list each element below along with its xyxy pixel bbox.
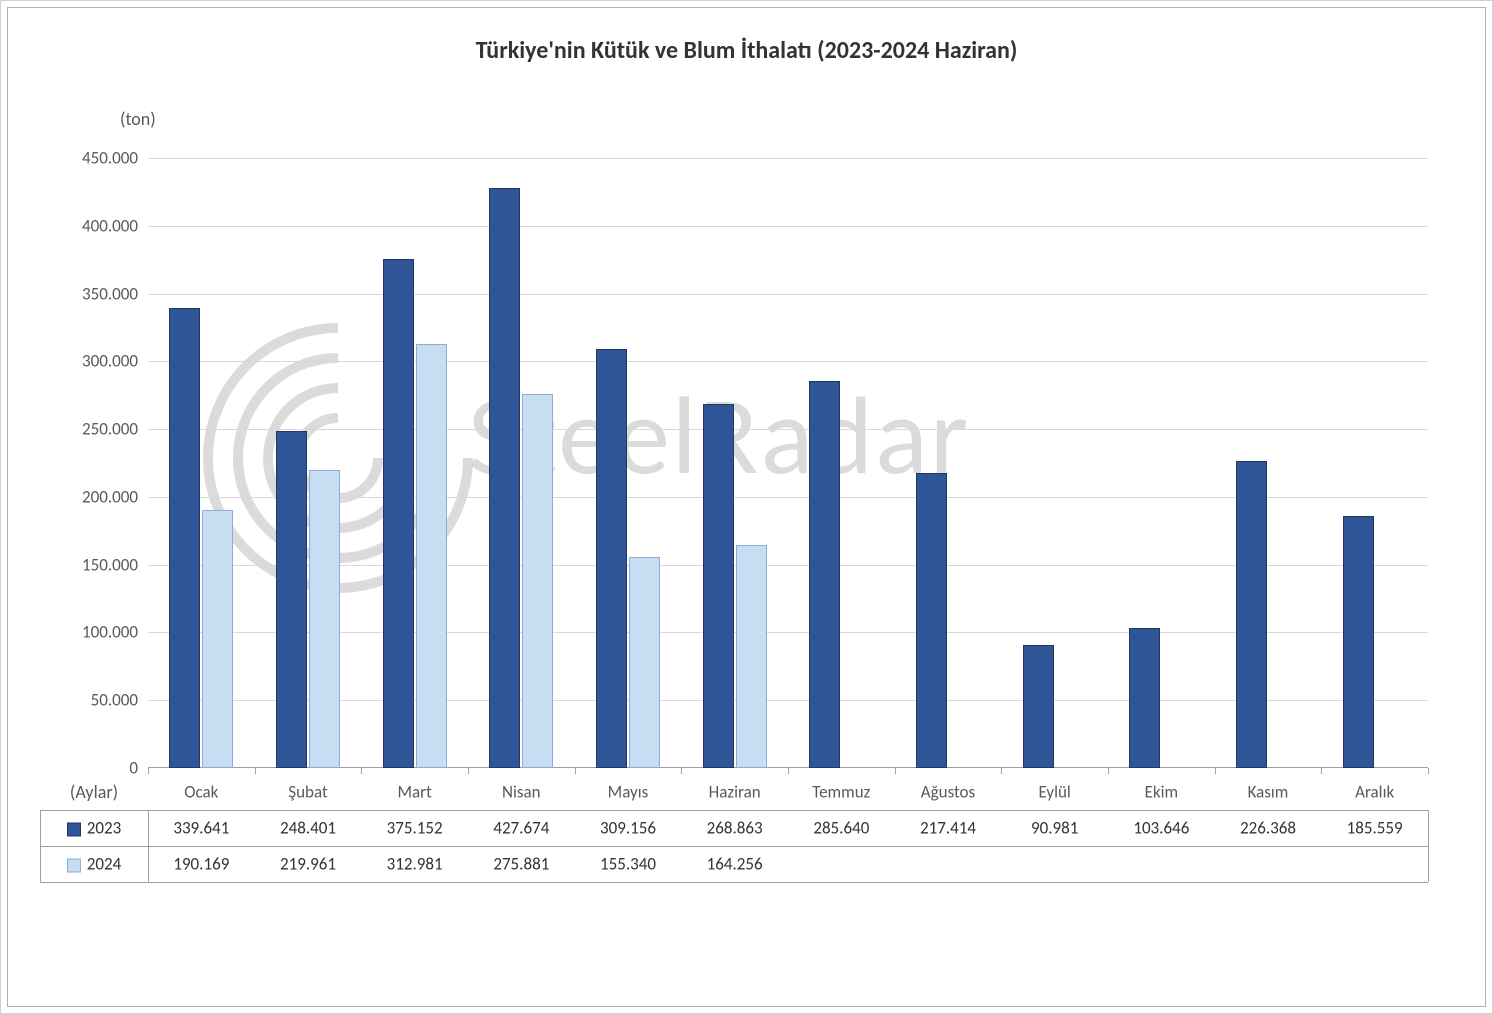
y-tick-label: 450.000 [82,148,138,169]
data-cell: 375.152 [361,818,468,839]
bar-2024-Haziran [736,545,767,768]
data-cell: 248.401 [255,818,362,839]
chart-inner-frame: Türkiye'nin Kütük ve Blum İthalatı (2023… [7,7,1486,1007]
y-tick-label: 200.000 [82,486,138,507]
data-cell: 155.340 [575,854,682,875]
y-tick-label: 100.000 [82,622,138,643]
plot-area: 050.000100.000150.000200.000250.000300.0… [148,158,1428,768]
table-row-separator [40,810,1428,811]
y-axis-unit-label: (ton) [120,108,156,130]
table-row: 2024 190.169219.961312.981275.881155.3401… [40,846,1428,882]
table-outer-vline [1428,810,1429,882]
data-cell: 275.881 [468,854,575,875]
bar-2023-Ocak [169,308,200,768]
y-tick-label: 50.000 [91,690,138,711]
bar-2024-Nisan [522,394,553,768]
data-cell: 90.981 [1001,818,1108,839]
bar-2024-Ocak [202,510,233,768]
data-cell: 217.414 [895,818,1002,839]
legend-item-2024: 2024 [40,854,148,875]
y-tick-label: 400.000 [82,215,138,236]
legend-label: 2024 [87,854,121,875]
legend-swatch-icon [67,822,81,836]
bar-2023-Kasım [1236,461,1267,768]
gridline [148,429,1428,430]
data-cell: 164.256 [681,854,788,875]
data-cell: 268.863 [681,818,788,839]
data-cell: 190.169 [148,854,255,875]
chart-title: Türkiye'nin Kütük ve Blum İthalatı (2023… [8,36,1485,65]
legend-swatch-icon [67,858,81,872]
table-stub-separator [148,810,149,882]
data-cell: 339.641 [148,818,255,839]
month-label: Aralık [1321,782,1428,803]
month-label: Mart [361,782,468,803]
x-tick [1428,768,1429,774]
bar-2023-Temmuz [809,381,840,768]
y-tick-label: 350.000 [82,283,138,304]
table-header-row: (Aylar)OcakŞubatMartNisanMayısHaziranTem… [40,774,1428,810]
bar-2024-Şubat [309,470,340,768]
month-label: Mayıs [575,782,682,803]
data-cell: 427.674 [468,818,575,839]
legend-label: 2023 [87,818,121,839]
month-label: Eylül [1001,782,1108,803]
month-label: Ocak [148,782,255,803]
month-label: Temmuz [788,782,895,803]
gridline [148,226,1428,227]
bar-2023-Nisan [489,188,520,768]
month-label: Nisan [468,782,575,803]
month-label: Kasım [1215,782,1322,803]
bar-2024-Mart [416,344,447,768]
y-tick-label: 250.000 [82,419,138,440]
y-tick-label: 300.000 [82,351,138,372]
table-row: 2023339.641248.401375.152427.674309.1562… [40,810,1428,846]
bar-2023-Haziran [703,404,734,768]
legend-item-2023: 2023 [40,818,148,839]
data-cell: 312.981 [361,854,468,875]
gridline [148,294,1428,295]
data-cell: 103.646 [1108,818,1215,839]
bar-2024-Mayıs [629,557,660,768]
bar-2023-Mart [383,259,414,768]
month-label: Şubat [255,782,362,803]
bar-2023-Mayıs [596,349,627,768]
y-tick-label: 150.000 [82,554,138,575]
month-label: Ekim [1108,782,1215,803]
bar-2023-Aralık [1343,516,1374,768]
month-label: Haziran [681,782,788,803]
month-label: Ağustos [895,782,1002,803]
bar-2023-Ekim [1129,628,1160,768]
chart-outer-frame: Türkiye'nin Kütük ve Blum İthalatı (2023… [0,0,1493,1014]
table-row-separator [40,846,1428,847]
data-cell: 219.961 [255,854,362,875]
data-cell: 226.368 [1215,818,1322,839]
table-row-separator [40,882,1428,883]
table-outer-vline [40,810,41,882]
bar-2023-Şubat [276,431,307,768]
x-axis-header-label: (Aylar) [40,781,148,803]
bar-2023-Ağustos [916,473,947,768]
data-cell: 185.559 [1321,818,1428,839]
bar-2023-Eylül [1023,645,1054,768]
gridline [148,158,1428,159]
data-cell: 309.156 [575,818,682,839]
data-cell: 285.640 [788,818,895,839]
gridline [148,361,1428,362]
